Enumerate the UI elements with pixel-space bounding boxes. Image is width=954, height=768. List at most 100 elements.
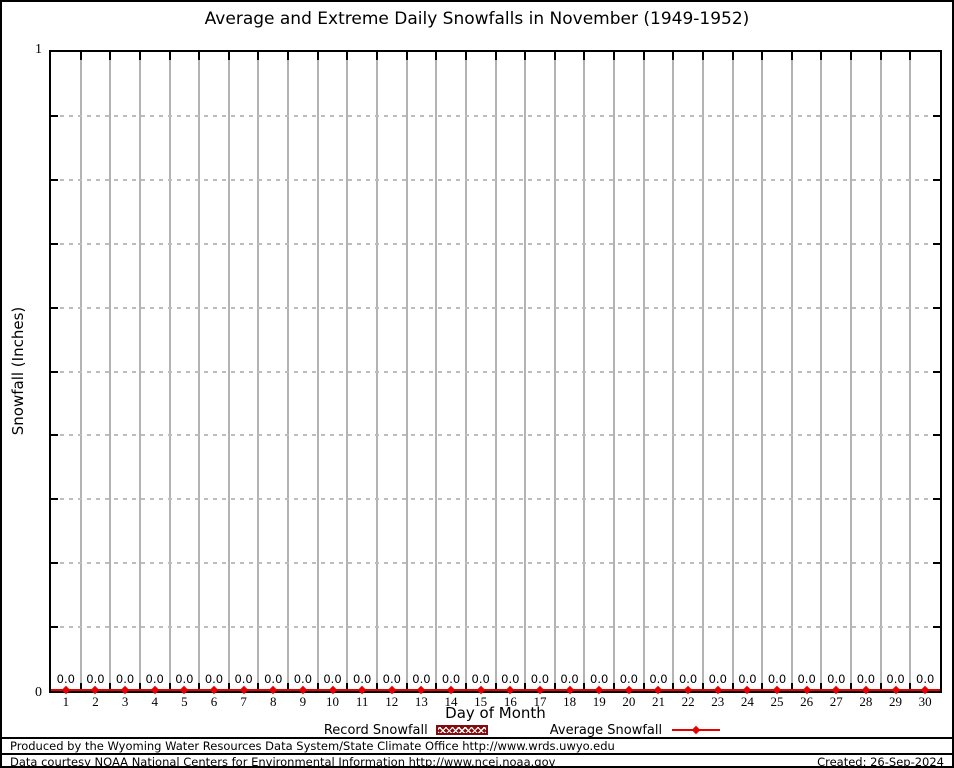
data-point-marker <box>535 685 545 695</box>
x-tick-bottom <box>138 683 141 691</box>
x-tick-bottom <box>287 683 290 691</box>
x-tick-top <box>79 52 82 60</box>
y-axis-title: Snowfall (Inches) <box>9 306 27 436</box>
x-tick-bottom <box>850 683 853 691</box>
y-tick-left <box>51 498 58 501</box>
horizontal-gridline <box>51 370 940 373</box>
footer-line-1: Produced by the Wyoming Water Resources … <box>10 740 944 753</box>
data-point-marker <box>120 685 130 695</box>
data-point-marker <box>802 685 811 695</box>
value-label: 0.0 <box>738 672 757 686</box>
average-snowfall-marker-icon <box>691 725 701 735</box>
day-tick-label: 9 <box>299 694 307 709</box>
data-point-marker <box>417 685 426 695</box>
footer-divider-2 <box>2 753 952 755</box>
x-tick-top <box>405 52 408 60</box>
value-label: 0.0 <box>530 672 550 686</box>
x-tick-bottom <box>435 683 438 691</box>
data-point-marker <box>150 685 159 695</box>
x-tick-bottom <box>583 683 586 691</box>
plot-area: 0.0 0.0 0.0 0.0 0.0 0.0 0.0 0.0 0.0 0.0 0.0 0.0 0.0 0… <box>49 50 942 695</box>
x-tick-bottom <box>613 683 616 691</box>
data-point-marker <box>269 685 278 695</box>
horizontal-gridline <box>51 114 940 117</box>
x-tick-top <box>820 52 823 60</box>
value-label: 0.0 <box>293 672 313 686</box>
x-tick-bottom <box>168 683 171 691</box>
day-tick-label: 23 <box>711 694 725 709</box>
day-tick-label: 24 <box>740 694 754 709</box>
x-tick-bottom <box>257 683 260 691</box>
data-point-marker <box>506 685 515 695</box>
x-tick-bottom <box>731 683 734 691</box>
y-tick-left <box>51 242 58 245</box>
horizontal-gridline <box>51 498 940 501</box>
value-label: 0.0 <box>382 672 401 686</box>
day-tick-label: 29 <box>889 694 903 709</box>
value-label: 0.0 <box>86 672 105 686</box>
x-tick-bottom <box>820 683 823 691</box>
average-snowfall-line-icon <box>672 725 721 735</box>
value-label: 0.0 <box>678 672 698 686</box>
day-tick-label: 12 <box>385 694 399 709</box>
value-label: 0.0 <box>145 672 164 686</box>
day-tick-label: 17 <box>533 694 547 709</box>
value-label: 0.0 <box>708 672 727 686</box>
data-point-marker <box>832 685 841 695</box>
data-point-marker <box>357 685 367 695</box>
data-point-marker <box>180 685 189 695</box>
x-tick-top <box>613 52 616 60</box>
day-tick-label: 26 <box>800 694 814 709</box>
value-label: 0.0 <box>471 672 490 686</box>
x-tick-bottom <box>494 683 497 691</box>
horizontal-gridline <box>51 434 940 437</box>
x-tick-top <box>316 52 319 60</box>
legend-label-average-snowfall: Average Snowfall <box>549 722 663 738</box>
value-label: 0.0 <box>886 672 905 686</box>
y-tick-right <box>933 306 940 309</box>
data-point-marker <box>594 685 604 695</box>
value-label: 0.0 <box>234 672 253 686</box>
x-tick-bottom <box>198 683 201 691</box>
data-point-marker <box>446 685 456 695</box>
y-tick-left <box>51 370 58 373</box>
value-label: 0.0 <box>767 672 787 686</box>
x-tick-bottom <box>79 683 82 691</box>
x-tick-bottom <box>109 683 112 691</box>
x-tick-bottom <box>227 683 230 691</box>
x-tick-bottom <box>701 683 704 691</box>
value-label: 0.0 <box>115 672 135 686</box>
footer-line-2: Data courtesy NOAA National Centers for … <box>10 755 944 768</box>
x-axis-title: Day of Month <box>445 704 546 722</box>
day-tick-label: 15 <box>474 694 488 709</box>
x-tick-bottom <box>553 683 556 691</box>
data-point-marker <box>683 685 693 695</box>
x-tick-top <box>198 52 201 60</box>
legend: Record Snowfall Average Snowfall <box>47 722 952 738</box>
data-point-marker <box>713 685 722 695</box>
x-tick-bottom <box>879 683 882 691</box>
horizontal-gridline <box>51 178 940 181</box>
x-tick-top <box>672 52 675 60</box>
data-point-marker <box>624 685 634 695</box>
value-label: 0.0 <box>412 672 431 686</box>
x-tick-top <box>464 52 467 60</box>
day-tick-label: 3 <box>121 694 129 709</box>
data-point-marker <box>654 685 663 695</box>
day-tick-label: 27 <box>829 694 843 709</box>
value-label: 0.0 <box>856 672 876 686</box>
data-point-marker <box>209 685 219 695</box>
day-tick-label: 22 <box>681 694 695 709</box>
day-tick-label: 18 <box>563 694 577 709</box>
x-tick-top <box>790 52 793 60</box>
data-point-marker <box>298 685 308 695</box>
y-tick-right <box>933 370 940 373</box>
day-tick-label: 4 <box>151 694 158 709</box>
x-tick-top <box>227 52 230 60</box>
x-tick-bottom <box>346 683 349 691</box>
footer-produced-by: Produced by the Wyoming Water Resources … <box>10 739 615 753</box>
footer-created-date: Created: 26-Sep-2024 <box>817 755 944 768</box>
x-tick-bottom <box>375 683 378 691</box>
x-tick-top <box>109 52 112 60</box>
day-tick-label: 5 <box>181 694 188 709</box>
